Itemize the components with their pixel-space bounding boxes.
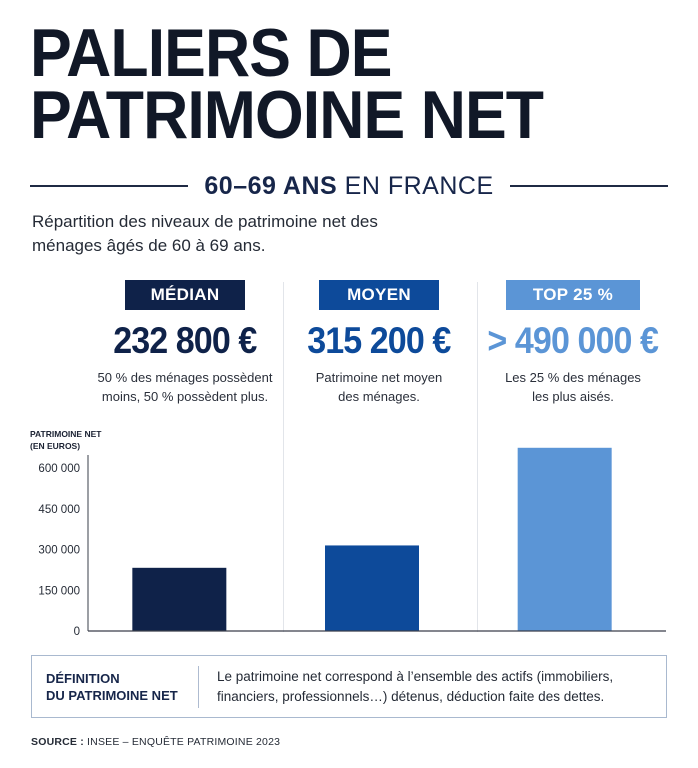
- stat-note-line-2: des ménages.: [338, 389, 420, 404]
- subtitle: 60–69 ANS EN FRANCE: [188, 172, 509, 201]
- subtitle-row: 60–69 ANS EN FRANCE: [30, 168, 669, 204]
- column-divider-2: [477, 282, 478, 632]
- y-tick-label: 450 000: [38, 504, 80, 516]
- stat-top25: TOP 25 % > 490 000 € Les 25 % des ménage…: [476, 280, 670, 415]
- column-divider-1: [283, 282, 284, 632]
- title-line-2: PATRIMOINE NET: [30, 77, 544, 153]
- description: Répartition des niveaux de patrimoine ne…: [32, 212, 378, 255]
- source-note: SOURCE : INSEE – ENQUÊTE PATRIMOINE 2023: [31, 736, 280, 748]
- stat-note: Les 25 % des ménages les plus aisés.: [505, 368, 641, 406]
- y-axis-label: PATRIMOINE NET (EN EUROS): [30, 428, 101, 452]
- y-axis-label-line-1: PATRIMOINE NET: [30, 429, 102, 439]
- page-title: PALIERS DE PATRIMOINE NET: [30, 15, 619, 153]
- subtitle-country: EN FRANCE: [337, 171, 494, 200]
- definition-separator: [198, 665, 199, 708]
- stat-note-line-2: les plus aisés.: [532, 389, 614, 404]
- stats-row: MÉDIAN 232 800 € 50 % des ménages possèd…: [88, 280, 670, 415]
- stat-mean: MOYEN 315 200 € Patrimoine net moyen des …: [282, 280, 476, 415]
- stat-note: Patrimoine net moyen des ménages.: [316, 368, 442, 406]
- stat-value: > 490 000 €: [487, 320, 660, 361]
- stat-note-line-1: Patrimoine net moyen: [315, 370, 443, 385]
- y-tick-label: 0: [74, 626, 80, 638]
- source-label: SOURCE :: [31, 736, 84, 748]
- y-tick-label: 300 000: [38, 545, 80, 557]
- subtitle-rule-right: [509, 185, 669, 187]
- definition-box: DÉFINITION DU PATRIMOINE NET Le patrimoi…: [31, 655, 667, 718]
- stat-value: 232 800 €: [113, 320, 257, 361]
- stat-note-line-1: Les 25 % des ménages: [505, 370, 641, 385]
- bar-mean: [325, 545, 419, 631]
- source-text: INSEE – ENQUÊTE PATRIMOINE 2023: [83, 736, 281, 748]
- y-tick-label: 150 000: [38, 585, 80, 597]
- definition-text: Le patrimoine net correspond à l’ensembl…: [217, 668, 614, 704]
- stat-value: 315 200 €: [307, 320, 451, 361]
- stat-badge: TOP 25 %: [506, 280, 640, 310]
- title-line-1: PALIERS DE: [30, 15, 393, 91]
- stat-note-line-2: moins, 50 % possèdent plus.: [101, 389, 269, 404]
- stat-badge: MÉDIAN: [125, 280, 245, 310]
- bar-top25: [517, 447, 612, 631]
- definition-title: DÉFINITION DU PATRIMOINE NET: [32, 670, 198, 704]
- definition-title-line-1: DÉFINITION: [46, 670, 120, 686]
- stat-median: MÉDIAN 232 800 € 50 % des ménages possèd…: [88, 280, 282, 415]
- subtitle-age: 60–69 ANS: [204, 171, 338, 200]
- stat-note: 50 % des ménages possèdent moins, 50 % po…: [98, 368, 273, 406]
- stat-badge: MOYEN: [319, 280, 439, 310]
- bar-chart: 0 150 000 300 000 450 000 600 000: [38, 447, 666, 638]
- stat-note-line-1: 50 % des ménages possèdent: [97, 370, 273, 385]
- y-axis-label-line-2: (EN EUROS): [30, 441, 81, 451]
- subtitle-rule-left: [30, 185, 189, 187]
- definition-title-line-2: DU PATRIMOINE NET: [46, 687, 178, 703]
- bar-median: [132, 567, 227, 631]
- y-tick-label: 600 000: [38, 463, 80, 475]
